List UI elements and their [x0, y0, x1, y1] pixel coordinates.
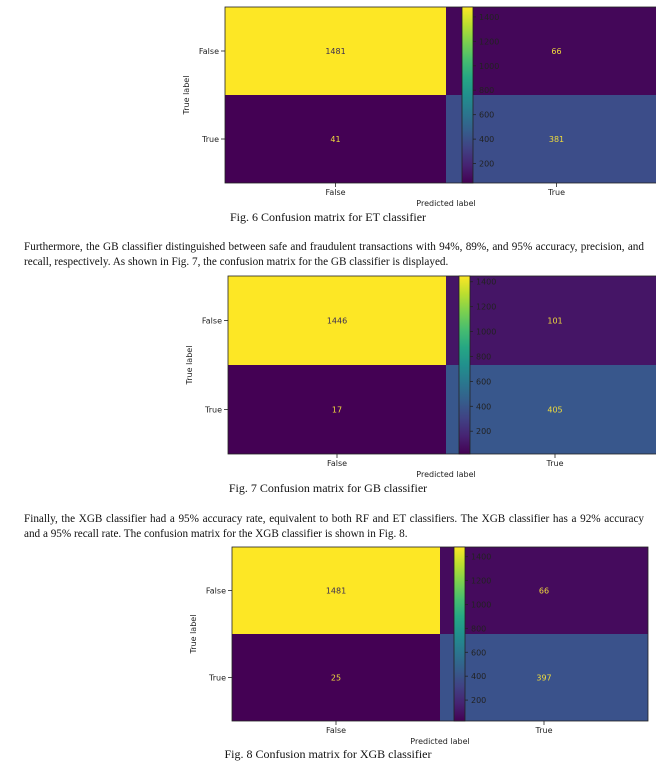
matrix-cell: [228, 365, 446, 454]
colorbar-tick-label: 800: [476, 352, 491, 361]
confusion-matrix-chart: 1481 66 41 381 False True False True Predicted l…: [182, 6, 656, 208]
matrix-cell: [446, 7, 656, 95]
colorbar-tick-label: 1000: [471, 600, 491, 609]
colorbar-tick-label: 600: [476, 377, 491, 386]
x-tick-label: False: [325, 188, 345, 197]
cell-value-label: 1446: [327, 317, 347, 326]
figure-6: 1481 66 41 381 False True False True Predicted l…: [0, 0, 656, 210]
y-tick-label: True: [204, 406, 222, 415]
colorbar-tick-label: 1200: [476, 303, 496, 312]
x-axis-label: Predicted label: [410, 737, 469, 746]
colorbar-tick-label: 1200: [479, 37, 499, 46]
x-axis-label: Predicted label: [416, 199, 475, 208]
y-tick-label: True: [208, 674, 226, 683]
colorbar: [461, 6, 474, 184]
y-tick-label: False: [199, 47, 219, 56]
colorbar-tick-label: 800: [479, 86, 494, 95]
cell-value-label: 405: [547, 406, 562, 415]
colorbar-tick-label: 400: [476, 402, 491, 411]
colorbar-tick-label: 1200: [471, 577, 491, 586]
y-axis-label: True label: [182, 76, 191, 116]
colorbar-tick-label: 200: [471, 696, 486, 705]
cell-value-label: 397: [536, 674, 551, 683]
figure-8-caption: Fig. 8 Confusion matrix for XGB classifi…: [224, 747, 432, 761]
colorbar: [453, 546, 466, 722]
cell-value-label: 66: [539, 587, 549, 596]
matrix-cell: [225, 7, 446, 95]
colorbar-tick-label: 600: [471, 648, 486, 657]
x-tick-label: True: [535, 726, 553, 735]
colorbar-tick-label: 400: [479, 135, 494, 144]
cell-value-label: 1481: [326, 587, 346, 596]
figure-8: 1481 66 25 397 False True False True Predicted l…: [0, 540, 656, 746]
x-tick-label: True: [547, 188, 565, 197]
colorbar-tick-label: 1400: [479, 13, 499, 22]
colorbar-tick-label: 1000: [479, 62, 499, 71]
y-tick-label: False: [206, 587, 226, 596]
figure-6-caption: Fig. 6 Confusion matrix for ET classifie…: [229, 210, 427, 224]
colorbar-tick-label: 400: [471, 672, 486, 681]
matrix-cell: [440, 634, 648, 721]
colorbar-tick-label: 800: [471, 624, 486, 633]
y-tick-label: False: [202, 317, 222, 326]
matrix-cell: [232, 634, 440, 721]
matrix-cell: [446, 365, 656, 454]
paragraph-xgb: Finally, the XGB classifier had a 95% ac…: [24, 513, 644, 540]
matrix-cell: [446, 276, 656, 365]
colorbar-tick-label: 600: [479, 111, 494, 120]
cell-value-label: 25: [331, 674, 341, 683]
matrix-frame: [224, 6, 656, 184]
colorbar-tick-label: 1000: [476, 328, 496, 337]
x-tick-label: True: [546, 459, 564, 468]
cell-value-label: 41: [330, 135, 340, 144]
colorbar-tick-label: 1400: [471, 553, 491, 562]
cell-value-label: 101: [547, 317, 562, 326]
cell-value-label: 17: [332, 406, 342, 415]
matrix-cell: [446, 95, 656, 183]
confusion-matrix-chart: 1446 101 17 405 False True False True Predicted …: [185, 275, 656, 479]
y-axis-label: True label: [185, 346, 194, 386]
matrix-frame: [227, 275, 656, 455]
colorbar-tick-label: 1400: [476, 278, 496, 287]
y-tick-label: True: [201, 135, 219, 144]
cell-value-label: 66: [551, 47, 561, 56]
confusion-matrix-chart: 1481 66 25 397 False True False True Predicted l…: [189, 546, 649, 746]
colorbar: [458, 275, 471, 455]
matrix-frame: [231, 546, 649, 722]
x-tick-label: False: [327, 459, 347, 468]
x-tick-label: False: [326, 726, 346, 735]
matrix-cell: [225, 95, 446, 183]
colorbar-tick-label: 200: [479, 160, 494, 169]
x-axis-label: Predicted label: [416, 470, 475, 479]
y-axis-label: True label: [189, 615, 198, 655]
matrix-cell: [232, 547, 440, 634]
figure-7-caption: Fig. 7 Confusion matrix for GB classifie…: [228, 481, 428, 495]
matrix-cell: [440, 547, 648, 634]
figure-7: 1446 101 17 405 False True False True Predicted …: [0, 270, 656, 479]
cell-value-label: 381: [549, 135, 564, 144]
cell-value-label: 1481: [325, 47, 345, 56]
colorbar-tick-label: 200: [476, 427, 491, 436]
paragraph-gb: Furthermore, the GB classifier distingui…: [24, 241, 644, 268]
matrix-cell: [228, 276, 446, 365]
